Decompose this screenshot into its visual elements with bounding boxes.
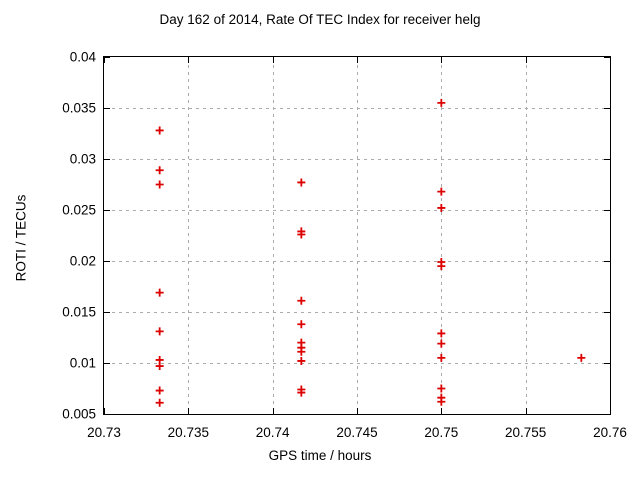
- x-tick-label: 20.76: [593, 425, 627, 440]
- data-point-marker: [155, 398, 164, 407]
- data-point-marker: [437, 329, 446, 338]
- data-point-marker: [437, 397, 446, 406]
- data-point-marker: [155, 126, 164, 135]
- data-point-marker: [155, 386, 164, 395]
- x-tick-label: 20.735: [168, 425, 209, 440]
- data-point-marker: [297, 356, 306, 365]
- data-point-marker: [297, 347, 306, 356]
- data-point-marker: [437, 262, 446, 271]
- data-point-marker: [437, 384, 446, 393]
- x-tick-label: 20.755: [505, 425, 546, 440]
- x-axis-label: GPS time / hours: [268, 448, 372, 463]
- data-point-marker: [155, 327, 164, 336]
- y-tick-label: 0.01: [70, 356, 96, 371]
- data-point-marker: [297, 320, 306, 329]
- chart-title: Day 162 of 2014, Rate Of TEC Index for r…: [159, 12, 481, 27]
- x-tick-label: 20.74: [256, 425, 290, 440]
- data-point-marker: [437, 353, 446, 362]
- data-point-marker: [297, 388, 306, 397]
- x-tick-label: 20.73: [87, 425, 121, 440]
- data-point-marker: [577, 353, 586, 362]
- data-point-marker: [155, 362, 164, 371]
- y-tick-label: 0.015: [62, 305, 96, 320]
- data-point-marker: [155, 166, 164, 175]
- data-point-marker: [297, 230, 306, 239]
- data-point-marker: [155, 180, 164, 189]
- y-tick-label: 0.025: [62, 203, 96, 218]
- y-tick-label: 0.04: [70, 50, 97, 65]
- y-tick-label: 0.035: [62, 101, 96, 116]
- x-tick-label: 20.75: [424, 425, 458, 440]
- data-point-marker: [155, 288, 164, 297]
- y-tick-label: 0.03: [70, 152, 96, 167]
- plot-border: [103, 56, 611, 415]
- data-point-marker: [437, 98, 446, 107]
- data-point-marker: [437, 187, 446, 196]
- data-point-marker: [297, 296, 306, 305]
- x-tick-label: 20.745: [336, 425, 377, 440]
- y-tick-label: 0.02: [70, 254, 96, 269]
- data-point-marker: [437, 203, 446, 212]
- data-point-marker: [297, 178, 306, 187]
- data-point-marker: [437, 339, 446, 348]
- y-tick-label: 0.005: [62, 407, 96, 422]
